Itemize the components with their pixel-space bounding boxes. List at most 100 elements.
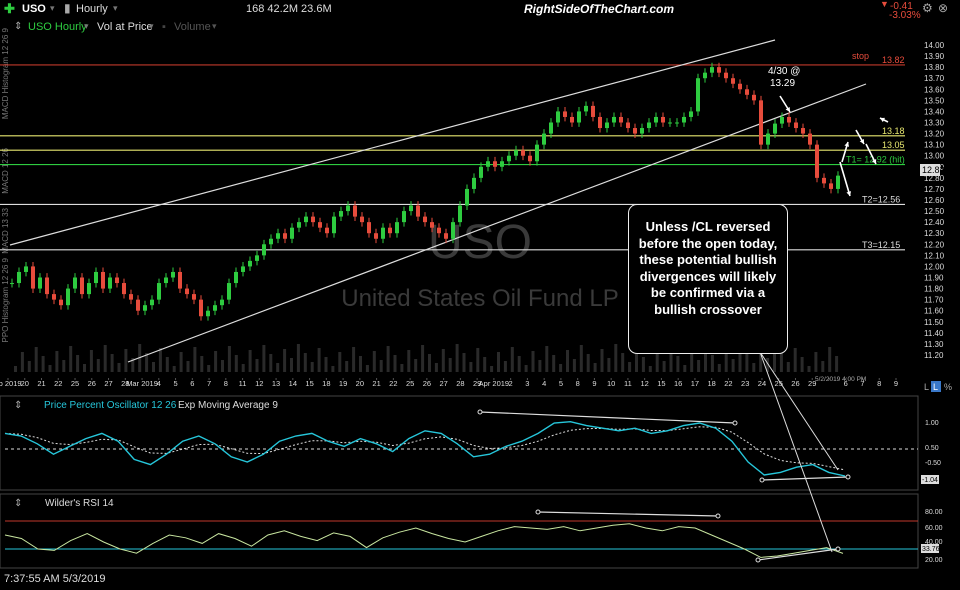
overlay-uso-hourly[interactable]: USO Hourly (28, 21, 87, 33)
volume-bar (704, 346, 707, 372)
candle-body (626, 122, 630, 129)
volume-bar (365, 365, 369, 372)
expand-icon[interactable]: ⇕ (14, 400, 22, 411)
ppo-last-badge (921, 475, 939, 484)
volume-bar (717, 364, 721, 372)
candle-body (108, 277, 112, 289)
candle-body (794, 122, 798, 129)
volume-bar (517, 356, 521, 372)
volume-bar (310, 362, 314, 372)
candle-body (451, 222, 455, 239)
annotation-date: 4/30 @ (768, 66, 800, 77)
overlay-vol-at-price[interactable]: Vol at Price (97, 21, 153, 33)
rsi-panel: ⇕ Wilder's RSI 14 80.00 60.00 40.00 20.0… (0, 493, 943, 569)
volume-bar (296, 344, 300, 372)
time-axis-tick: 9 (894, 379, 898, 388)
time-axis-tick: 13 (272, 379, 280, 388)
candle-body (262, 244, 266, 256)
candle-body (220, 299, 224, 306)
chevron-down-icon[interactable]: ▾ (84, 21, 89, 31)
volume-bar (276, 363, 280, 372)
time-axis-tick: 29 (473, 379, 481, 388)
candle-body (318, 222, 322, 228)
volume-bar (303, 353, 307, 372)
price-axis-tick: 12.00 (924, 262, 945, 271)
level-value: 13.05 (882, 140, 905, 150)
toggle-icon[interactable]: ⇕ (14, 21, 23, 32)
arrow-head (871, 159, 877, 164)
volume-bar (497, 352, 500, 372)
log-toggle[interactable]: L (924, 382, 929, 392)
price-axis-tick: 11.60 (924, 307, 944, 316)
time-axis-tick: 10 (607, 379, 615, 388)
price-axis-tick: 13.30 (924, 119, 945, 128)
candle-body (101, 271, 105, 289)
symbol-input[interactable]: USO (22, 3, 46, 15)
upper-trendline (9, 39, 776, 246)
time-axis-tick: eb 2019 (0, 379, 22, 388)
bar-chart-icon[interactable]: ▮ (64, 1, 71, 15)
candle-body (290, 227, 294, 239)
candle-body (234, 271, 238, 284)
candle-body (346, 205, 350, 212)
overlay-volume[interactable]: Volume (174, 21, 211, 33)
time-axis-tick: 22 (724, 379, 732, 388)
time-axis-tick: 22 (389, 379, 397, 388)
candle-body (598, 116, 602, 129)
candle-body (689, 111, 693, 117)
candle-body (157, 283, 161, 300)
volume-bar (55, 351, 59, 372)
interval-dropdown-icon[interactable]: ▾ (113, 3, 118, 13)
price-axis-tick: 13.70 (924, 74, 945, 83)
volume-bar (669, 347, 673, 372)
expand-icon[interactable]: ⇕ (14, 498, 22, 509)
time-axis-tick: 6 (844, 379, 848, 388)
chevron-down-icon[interactable]: ▾ (212, 21, 217, 31)
volume-bar (117, 363, 121, 372)
add-icon[interactable]: ✚ (4, 1, 15, 16)
candle-body (17, 271, 21, 284)
candle-body (45, 277, 49, 295)
volume-bar (96, 359, 100, 372)
candle-body (80, 277, 84, 295)
site-watermark: RightSideOfTheChart.com (524, 2, 675, 16)
rsi-tick: 40.00 (925, 539, 943, 546)
percent-toggle[interactable]: % (944, 382, 952, 392)
candle-body (661, 116, 665, 123)
volume-bar (766, 358, 770, 372)
overlay-row: ⇕ USO Hourly ▾ Vol at Price ▾ ▪ Volume ▾ (0, 18, 960, 35)
candle-body (479, 166, 483, 178)
volume-bar (14, 366, 17, 372)
close-icon[interactable]: ⊗ (938, 1, 949, 15)
symbol-dropdown-icon[interactable]: ▾ (50, 3, 55, 13)
chevron-down-icon[interactable]: ▾ (149, 21, 154, 31)
rsi-title[interactable]: Wilder's RSI 14 (45, 498, 114, 509)
volume-bar (503, 361, 507, 372)
linear-toggle[interactable]: L (933, 382, 938, 392)
volume-bar (455, 344, 459, 372)
interval-select[interactable]: Hourly (76, 3, 108, 15)
settings-icon[interactable]: ⚙ (922, 1, 933, 15)
ppo-signal[interactable]: Exp Moving Average 9 (178, 400, 278, 411)
price-axis-tick: 13.10 (924, 141, 945, 150)
volume-bar (248, 350, 252, 372)
scale-toggle-bg (931, 381, 941, 392)
candle-body (584, 105, 588, 112)
volume-bar (338, 352, 342, 372)
candle-body (752, 94, 756, 101)
analysis-callout: Unless /CL reversed before the open toda… (628, 204, 788, 354)
candle-body (731, 78, 735, 84)
price-axis-tick: 13.40 (924, 107, 945, 116)
volume-bar (434, 363, 438, 372)
ppo-tick: 1.00 (925, 420, 939, 427)
candle-body (717, 67, 721, 73)
ppo-title[interactable]: Price Percent Oscillator 12 26 (44, 400, 177, 411)
lower-trendline (127, 83, 867, 363)
candle-body (269, 238, 273, 245)
candle-body (822, 177, 826, 184)
volume-bar (34, 347, 38, 372)
volume-bar (352, 347, 356, 372)
volume-bar (41, 356, 45, 372)
candle-body (815, 144, 819, 178)
